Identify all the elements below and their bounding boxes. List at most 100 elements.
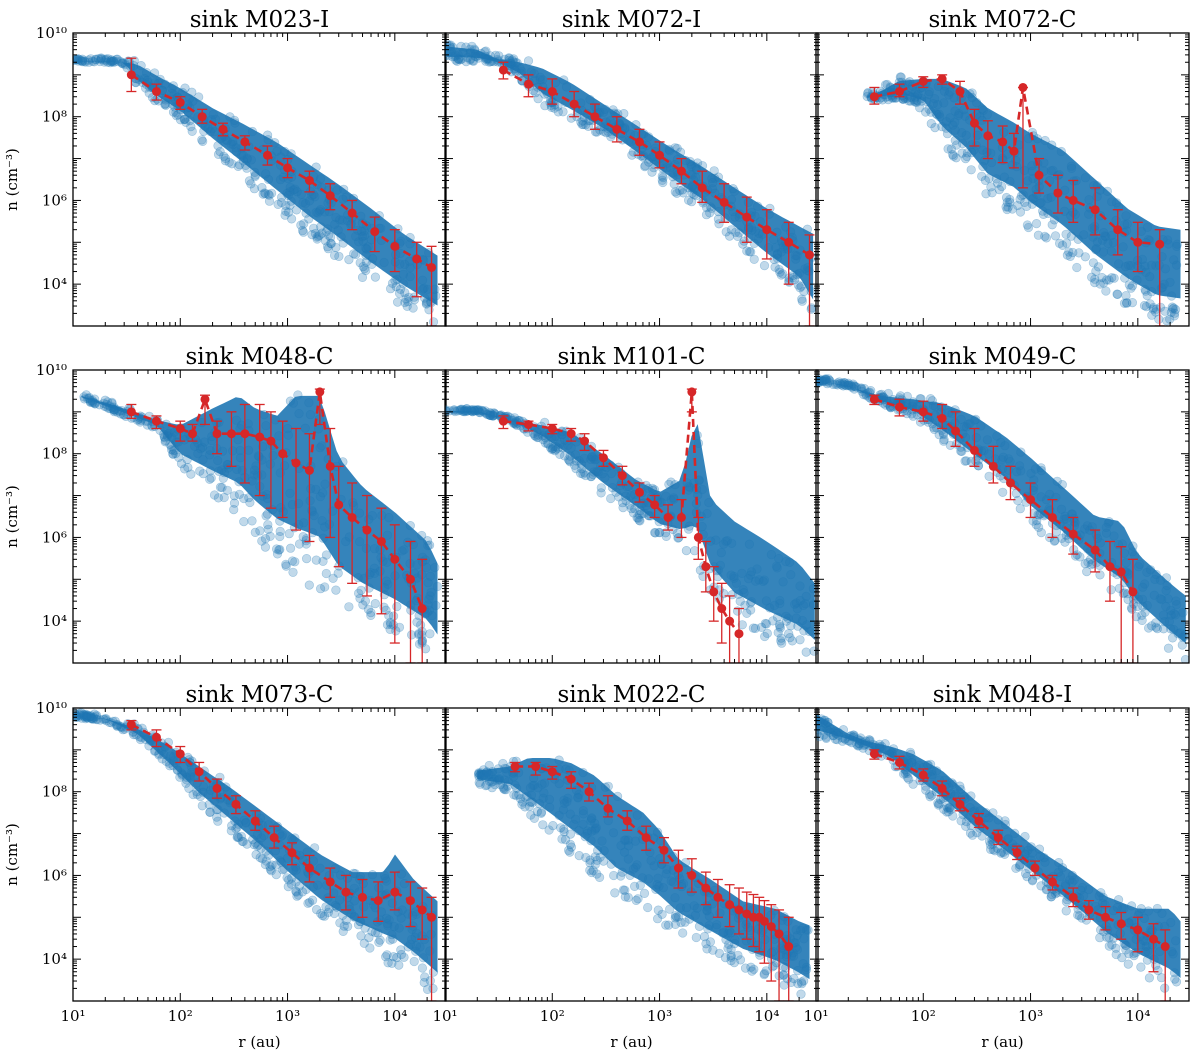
scatter-point: [980, 175, 991, 185]
panel-sink-m101-c: sink M101-C: [444, 344, 819, 664]
scatter-point: [168, 449, 178, 459]
scatter-point: [670, 187, 680, 197]
scatter-point: [473, 769, 484, 780]
scatter-point: [1132, 275, 1142, 285]
scatter-point: [273, 199, 283, 209]
scatter-point: [726, 928, 736, 938]
scatter-point: [701, 210, 712, 220]
scatter-point: [218, 473, 228, 483]
mean-point: [869, 92, 879, 102]
scatter-point: [87, 714, 98, 724]
scatter-point: [205, 445, 215, 455]
scatter-point: [358, 236, 368, 246]
scatter-point: [101, 54, 112, 64]
scatter-point: [160, 99, 170, 109]
scatter-point: [537, 75, 548, 85]
scatter-point: [507, 55, 518, 65]
scatter-point: [1166, 624, 1176, 634]
scatter-point: [367, 259, 377, 269]
scatter-point: [721, 227, 731, 237]
scatter-point: [247, 516, 257, 526]
x-axis-label: r (au): [238, 1033, 280, 1051]
scatter-point: [178, 769, 188, 780]
mean-point: [687, 387, 697, 397]
mean-point: [231, 799, 241, 809]
scatter-point: [592, 845, 603, 856]
scatter-point: [950, 135, 960, 145]
scatter-point: [600, 782, 610, 792]
scatter-point: [590, 818, 600, 829]
scatter-point: [1145, 272, 1155, 282]
scatter-point: [241, 818, 251, 828]
scatter-point: [761, 966, 771, 976]
scatter-point: [77, 56, 87, 66]
mean-point: [362, 525, 372, 535]
scatter-point: [692, 903, 702, 913]
scatter-point: [510, 63, 520, 74]
scatter-point: [863, 87, 873, 98]
scatter-point: [83, 710, 93, 721]
scatter-point: [469, 44, 480, 54]
scatter-point: [1102, 186, 1112, 196]
scatter-point: [590, 859, 600, 870]
scatter-point: [1073, 234, 1083, 244]
scatter-point: [278, 865, 288, 875]
scatter-point: [199, 126, 209, 136]
scatter-point: [665, 904, 675, 914]
scatter-point: [310, 192, 320, 202]
scatter-point: [772, 249, 783, 260]
scatter-point: [945, 87, 955, 97]
scatter-point: [339, 184, 349, 194]
scatter-point: [154, 748, 164, 759]
scatter-point: [779, 970, 789, 980]
scatter-point: [1003, 202, 1013, 212]
scatter-point: [799, 976, 809, 986]
scatter-point: [1131, 612, 1141, 622]
scatter-point: [672, 188, 682, 198]
scatter-point: [927, 419, 938, 429]
scatter-point: [159, 749, 169, 760]
scatter-point: [635, 506, 645, 516]
scatter-point: [1067, 509, 1077, 519]
scatter-point: [257, 854, 268, 864]
scatter-point: [90, 399, 100, 409]
scatter-point: [411, 946, 421, 956]
scatter-point: [244, 493, 254, 503]
scatter-point: [260, 189, 270, 199]
scatter-point: [824, 375, 835, 386]
scatter-point: [500, 54, 510, 64]
scatter-point: [407, 934, 417, 945]
scatter-point: [228, 139, 238, 149]
scatter-point: [1029, 475, 1039, 485]
scatter-point: [395, 248, 405, 258]
scatter-point: [365, 943, 375, 953]
scatter-point: [529, 780, 539, 790]
scatter-point: [549, 442, 559, 452]
scatter-point: [270, 138, 280, 148]
scatter-point: [405, 272, 415, 282]
scatter-point: [1166, 610, 1176, 620]
scatter-point: [86, 712, 96, 722]
scatter-point: [740, 600, 750, 611]
scatter-point: [670, 911, 681, 921]
scatter-point: [107, 398, 117, 409]
scatter-point: [752, 564, 762, 574]
scatter-point: [367, 510, 378, 521]
scatter-point: [101, 402, 112, 412]
scatter-point: [520, 802, 530, 812]
scatter-point: [311, 207, 321, 217]
mean-point: [283, 163, 293, 173]
scatter-point: [230, 118, 240, 128]
scatter-point: [85, 397, 96, 407]
scatter-point: [89, 398, 100, 408]
scatter-point: [801, 647, 811, 657]
scatter-point: [475, 408, 485, 418]
scatter-point: [288, 567, 298, 577]
scatter-point: [467, 406, 478, 417]
scatter-point: [738, 585, 748, 595]
scatter-point: [699, 931, 710, 942]
scatter-point: [1133, 594, 1144, 604]
scatter-point: [511, 58, 521, 68]
scatter-point: [485, 51, 495, 61]
scatter-point: [689, 901, 699, 911]
